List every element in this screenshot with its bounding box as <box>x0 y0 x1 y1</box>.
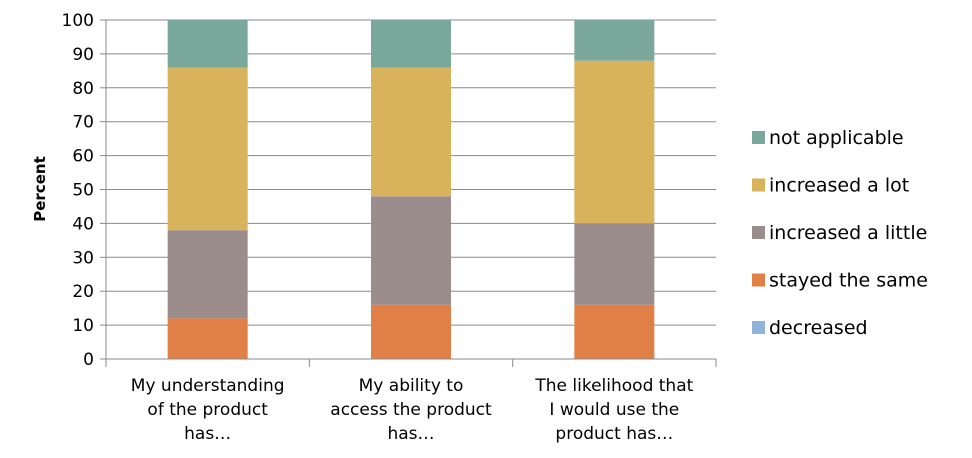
y-tick-label: 80 <box>72 79 94 99</box>
x-category-label-line: My ability to <box>359 376 464 396</box>
legend-swatch <box>752 321 765 334</box>
legend-swatch <box>752 178 765 192</box>
x-category-label-line: has… <box>184 424 231 444</box>
bar-segment-increased-a-lot <box>574 60 655 224</box>
x-category-label-line: product has… <box>555 424 673 444</box>
bar-segment-increased-a-little <box>371 196 451 305</box>
x-category-labels: My understanding of the product has…My abi… <box>131 376 694 444</box>
legend-label: not applicable <box>769 127 904 149</box>
x-category-label-line: My understanding <box>131 376 285 396</box>
x-category-label-line: has… <box>387 424 434 444</box>
x-category-label-line: access the product <box>330 400 492 420</box>
bar-segment-increased-a-little <box>167 230 248 319</box>
y-tick-label: 60 <box>72 147 94 167</box>
y-tick-labels: 0 10 20 30 40 50 60 70 80 90 100 <box>62 11 94 370</box>
legend-label: stayed the same <box>769 270 928 292</box>
x-category-label-line: of the product <box>147 400 268 420</box>
axes <box>100 19 717 367</box>
bar-segment-increased-a-little <box>574 223 655 305</box>
legend-swatch <box>752 273 765 287</box>
legend-swatch <box>752 131 765 144</box>
y-tick-label: 40 <box>72 214 94 234</box>
legend-label: decreased <box>769 317 868 339</box>
bar-segment-stayed-the-same <box>574 304 655 359</box>
y-tick-label: 10 <box>72 316 94 336</box>
y-tick-label: 0 <box>83 350 94 370</box>
legend: not applicable increased a lot increased a… <box>752 127 928 339</box>
bar-segment-increased-a-lot <box>167 67 248 231</box>
bar-segment-not-applicable <box>371 20 451 68</box>
x-category-label: My ability to access the product has… <box>330 376 492 444</box>
y-tick-label: 70 <box>72 113 94 133</box>
bar-segment-not-applicable <box>574 20 655 61</box>
bar-segment-not-applicable <box>167 20 248 68</box>
x-category-label: The likelihood that I would use the produc… <box>534 376 693 444</box>
x-category-label-line: I would use the <box>549 400 679 420</box>
legend-label: increased a little <box>769 222 927 244</box>
y-axis-label: Percent <box>31 156 49 221</box>
y-tick-label: 20 <box>72 282 94 302</box>
x-category-label-line: The likelihood that <box>534 376 693 396</box>
bar-segment-stayed-the-same <box>371 304 451 359</box>
y-tick-label: 30 <box>72 248 94 268</box>
bar-segment-increased-a-lot <box>371 67 451 197</box>
x-category-label: My understanding of the product has… <box>131 376 285 444</box>
y-tick-label: 90 <box>72 45 94 65</box>
legend-swatch <box>752 226 765 239</box>
y-tick-label: 50 <box>72 181 94 201</box>
bar-segment-stayed-the-same <box>167 318 248 359</box>
legend-label: increased a lot <box>769 175 909 197</box>
y-tick-label: 100 <box>62 11 94 31</box>
bars <box>167 20 655 359</box>
